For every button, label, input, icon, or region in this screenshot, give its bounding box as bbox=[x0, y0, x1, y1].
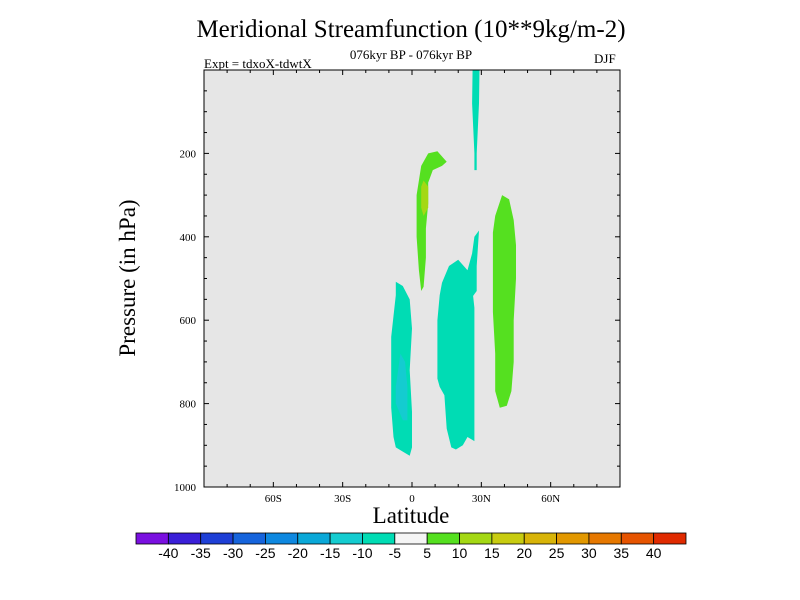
colorbar-label: -5 bbox=[389, 545, 402, 561]
y-tick-label: 400 bbox=[180, 232, 197, 244]
colorbar-label: -30 bbox=[223, 545, 243, 561]
colorbar: -40 -35 -30 -25 -20 -15 -10 -5 5 10 15 20 25 30 35 40 bbox=[135, 532, 687, 561]
colorbar-label: 30 bbox=[581, 545, 597, 561]
colorbar-box bbox=[556, 532, 590, 545]
colorbar-box bbox=[232, 532, 266, 545]
upper-positive-core bbox=[421, 180, 429, 216]
midlatitude-positive-cell bbox=[492, 195, 516, 408]
colorbar-label: -15 bbox=[320, 545, 340, 561]
colorbar-label: 35 bbox=[614, 545, 630, 561]
season-label: DJF bbox=[594, 51, 616, 66]
colorbar-box bbox=[426, 532, 460, 545]
x-tick-label: 60S bbox=[265, 493, 282, 505]
subtropical-negative-cell bbox=[437, 259, 475, 450]
colorbar-label: -35 bbox=[191, 545, 211, 561]
colorbar-box bbox=[362, 532, 396, 545]
equatorial-deep-core bbox=[395, 353, 408, 421]
colorbar-label: 25 bbox=[549, 545, 565, 561]
x-tick-label: 30N bbox=[472, 493, 491, 505]
colorbar-label: -40 bbox=[158, 545, 178, 561]
y-tick-label: 800 bbox=[180, 399, 197, 411]
contour-layer bbox=[391, 70, 516, 456]
colorbar-box bbox=[394, 532, 428, 545]
colorbar-box bbox=[491, 532, 525, 545]
colorbar-box bbox=[459, 532, 493, 545]
axis-ticks: 60S 30S 0 30N 60N 200 400 600 800 1000 bbox=[174, 70, 621, 505]
colorbar-box bbox=[329, 532, 363, 545]
y-tick-label: 200 bbox=[180, 148, 197, 160]
colorbar-label: -20 bbox=[288, 545, 308, 561]
colorbar-label: 10 bbox=[452, 545, 468, 561]
x-tick-label: 60N bbox=[541, 493, 560, 505]
upper-tropical-thin-column bbox=[472, 70, 480, 171]
colorbar-box bbox=[620, 532, 655, 545]
colorbar-label: -25 bbox=[255, 545, 275, 561]
experiment-label: Expt = tdxoX-tdwtX bbox=[204, 56, 312, 71]
colorbar-box bbox=[297, 532, 331, 545]
x-tick-label: 0 bbox=[409, 493, 415, 505]
colorbar-box bbox=[200, 532, 234, 545]
subtropical-upper-connector bbox=[465, 230, 479, 298]
colorbar-box bbox=[653, 532, 687, 545]
chart-title: Meridional Streamfunction (10**9kg/m-2) bbox=[196, 16, 626, 43]
x-axis-label: Latitude bbox=[372, 503, 450, 528]
colorbar-label: 20 bbox=[516, 545, 532, 561]
colorbar-box bbox=[265, 532, 299, 545]
y-tick-label: 1000 bbox=[174, 482, 197, 494]
x-tick-label: 30S bbox=[334, 493, 351, 505]
colorbar-box bbox=[135, 532, 169, 545]
colorbar-box bbox=[588, 532, 622, 545]
colorbar-box bbox=[167, 532, 202, 545]
y-tick-label: 600 bbox=[180, 315, 197, 327]
colorbar-label: 40 bbox=[646, 545, 662, 561]
colorbar-label: 15 bbox=[484, 545, 500, 561]
chart-subtitle: 076kyr BP - 076kyr BP bbox=[349, 47, 473, 62]
colorbar-label: -10 bbox=[352, 545, 372, 561]
colorbar-box bbox=[523, 532, 557, 545]
colorbar-label: 5 bbox=[423, 545, 431, 561]
